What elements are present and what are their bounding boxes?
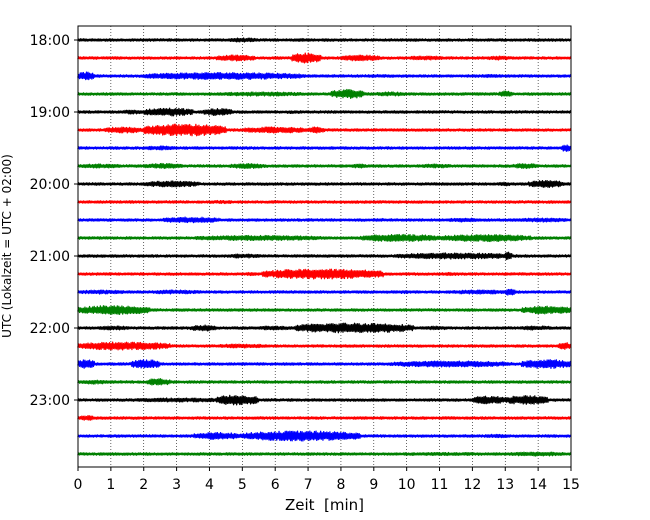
y-tick-label: 20:00: [30, 177, 70, 193]
x-tick-label: 12: [463, 477, 481, 493]
seismic-traces: [77, 37, 572, 457]
trace: [77, 107, 572, 117]
x-tick-label: 0: [74, 477, 83, 493]
trace: [77, 180, 572, 188]
x-tick-label: 1: [106, 477, 115, 493]
trace: [77, 144, 572, 152]
x-tick-label: 14: [529, 477, 547, 493]
y-tick-label: 18:00: [30, 33, 70, 49]
trace: [77, 414, 572, 421]
trace: [77, 199, 572, 205]
x-tick-label: 2: [139, 477, 148, 493]
y-axis-label: UTC (Lokalzeit = UTC + 02:00): [0, 154, 14, 338]
x-tick-label: 13: [496, 477, 514, 493]
x-tick-label: 11: [431, 477, 449, 493]
trace: [77, 233, 572, 243]
trace: [77, 322, 572, 334]
x-axis-ticks: 0 1 2 3 4 5 6 7 8 9 10 11 12 13 14 15: [74, 467, 580, 493]
trace: [77, 251, 572, 261]
x-tick-label: 9: [369, 477, 378, 493]
plot-frame: [77, 25, 572, 468]
trace: [77, 88, 572, 99]
y-tick-label: 22:00: [30, 321, 70, 337]
trace: [77, 162, 572, 170]
trace: [77, 430, 572, 442]
x-tick-label: 5: [238, 477, 247, 493]
trace: [77, 341, 572, 351]
y-tick-label: 19:00: [30, 105, 70, 121]
trace: [77, 288, 572, 296]
trace: [77, 216, 572, 224]
x-tick-label: 10: [398, 477, 416, 493]
trace: [77, 52, 572, 64]
y-axis-ticks: 18:00 19:00 20:00 21:00 22:00 23:00: [30, 33, 78, 409]
trace: [77, 451, 572, 457]
y-tick-label: 23:00: [30, 393, 70, 409]
x-tick-label: 15: [562, 477, 580, 493]
trace: [77, 37, 572, 43]
trace: [77, 71, 572, 81]
trace: [77, 378, 572, 386]
trace: [77, 359, 572, 369]
y-tick-label: 21:00: [30, 249, 70, 265]
trace: [77, 268, 572, 280]
x-tick-label: 3: [172, 477, 181, 493]
trace: [77, 305, 572, 315]
trace: [77, 123, 572, 137]
x-tick-label: 6: [271, 477, 280, 493]
x-tick-label: 4: [205, 477, 214, 493]
x-tick-label: 7: [304, 477, 313, 493]
x-axis-label: Zeit [min]: [285, 496, 364, 514]
trace: [77, 394, 572, 406]
x-tick-label: 8: [336, 477, 345, 493]
